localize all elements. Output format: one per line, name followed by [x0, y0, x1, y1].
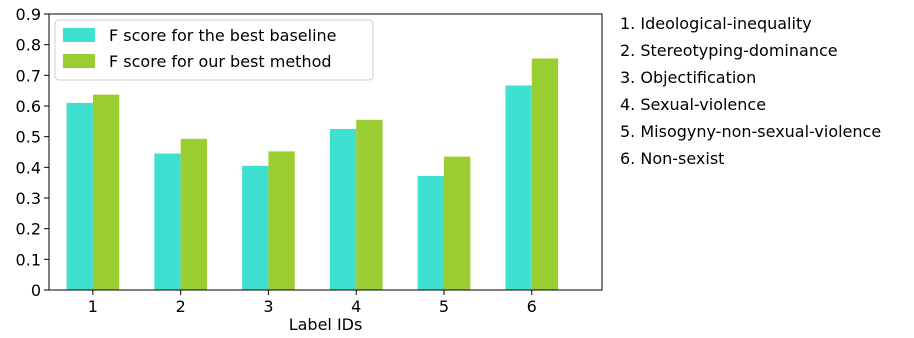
label-note-2: 2. Stereotyping-dominance	[620, 41, 838, 60]
bar-series1-label6	[505, 85, 532, 290]
y-tick-label: 0.3	[16, 189, 41, 208]
label-note-3: 3. Objectification	[620, 68, 756, 87]
y-tick-label: 0.8	[16, 36, 41, 55]
x-tick-label: 2	[176, 297, 186, 316]
bar-series2-label4	[356, 119, 383, 290]
x-tick-label: 3	[263, 297, 273, 316]
label-id-notes: 1. Ideological-inequality 2. Stereotyping…	[620, 14, 881, 168]
bar-series1-label2	[154, 153, 181, 290]
bar-series1-label4	[329, 129, 357, 290]
y-tick-label: 0.4	[16, 158, 41, 177]
x-ticks: 1 2 3 4 5 6	[88, 290, 537, 316]
bars-group	[66, 58, 559, 291]
x-tick-label: 5	[439, 297, 449, 316]
axes-group	[48, 13, 603, 291]
y-tick-label: 0	[31, 281, 41, 300]
legend-label-series1: F score for the best baseline	[109, 26, 337, 45]
x-tick-label: 4	[351, 297, 361, 316]
y-tick-label: 0.2	[16, 220, 41, 239]
legend-label-series2: F score for our best method	[109, 52, 332, 71]
x-tick-label: 1	[88, 297, 98, 316]
y-tick-label: 0.7	[16, 66, 41, 85]
y-tick-label: 0.9	[16, 5, 41, 24]
legend-swatch-series1	[63, 28, 95, 42]
bar-series2-label1	[92, 94, 120, 291]
bar-series2-label6	[531, 58, 559, 290]
label-note-1: 1. Ideological-inequality	[620, 14, 812, 33]
bar-series1-label1	[66, 102, 93, 291]
legend-swatch-series2	[63, 54, 95, 68]
bar-series2-label2	[180, 138, 207, 290]
legend-box	[54, 19, 374, 81]
x-axis-label: Label IDs	[289, 315, 363, 333]
label-note-4: 4. Sexual-violence	[620, 95, 766, 114]
bar-series1-label3	[242, 165, 269, 290]
bar-series2-label3	[268, 151, 295, 290]
bar-series2-label5	[444, 156, 471, 290]
label-note-5: 5. Misogyny-non-sexual-violence	[620, 122, 881, 141]
y-ticks: 0 0.1 0.2 0.3 0.4 0.5 0.6 0.7 0.8 0.9	[16, 5, 49, 300]
legend: F score for the best baseline F score for…	[54, 19, 374, 81]
label-note-6: 6. Non-sexist	[620, 149, 724, 168]
bar-series1-label5	[417, 175, 444, 290]
y-tick-label: 0.1	[16, 250, 41, 269]
y-tick-label: 0.5	[16, 128, 41, 147]
y-tick-label: 0.6	[16, 97, 41, 116]
x-tick-label: 6	[527, 297, 537, 316]
plot-frame	[48, 13, 603, 291]
